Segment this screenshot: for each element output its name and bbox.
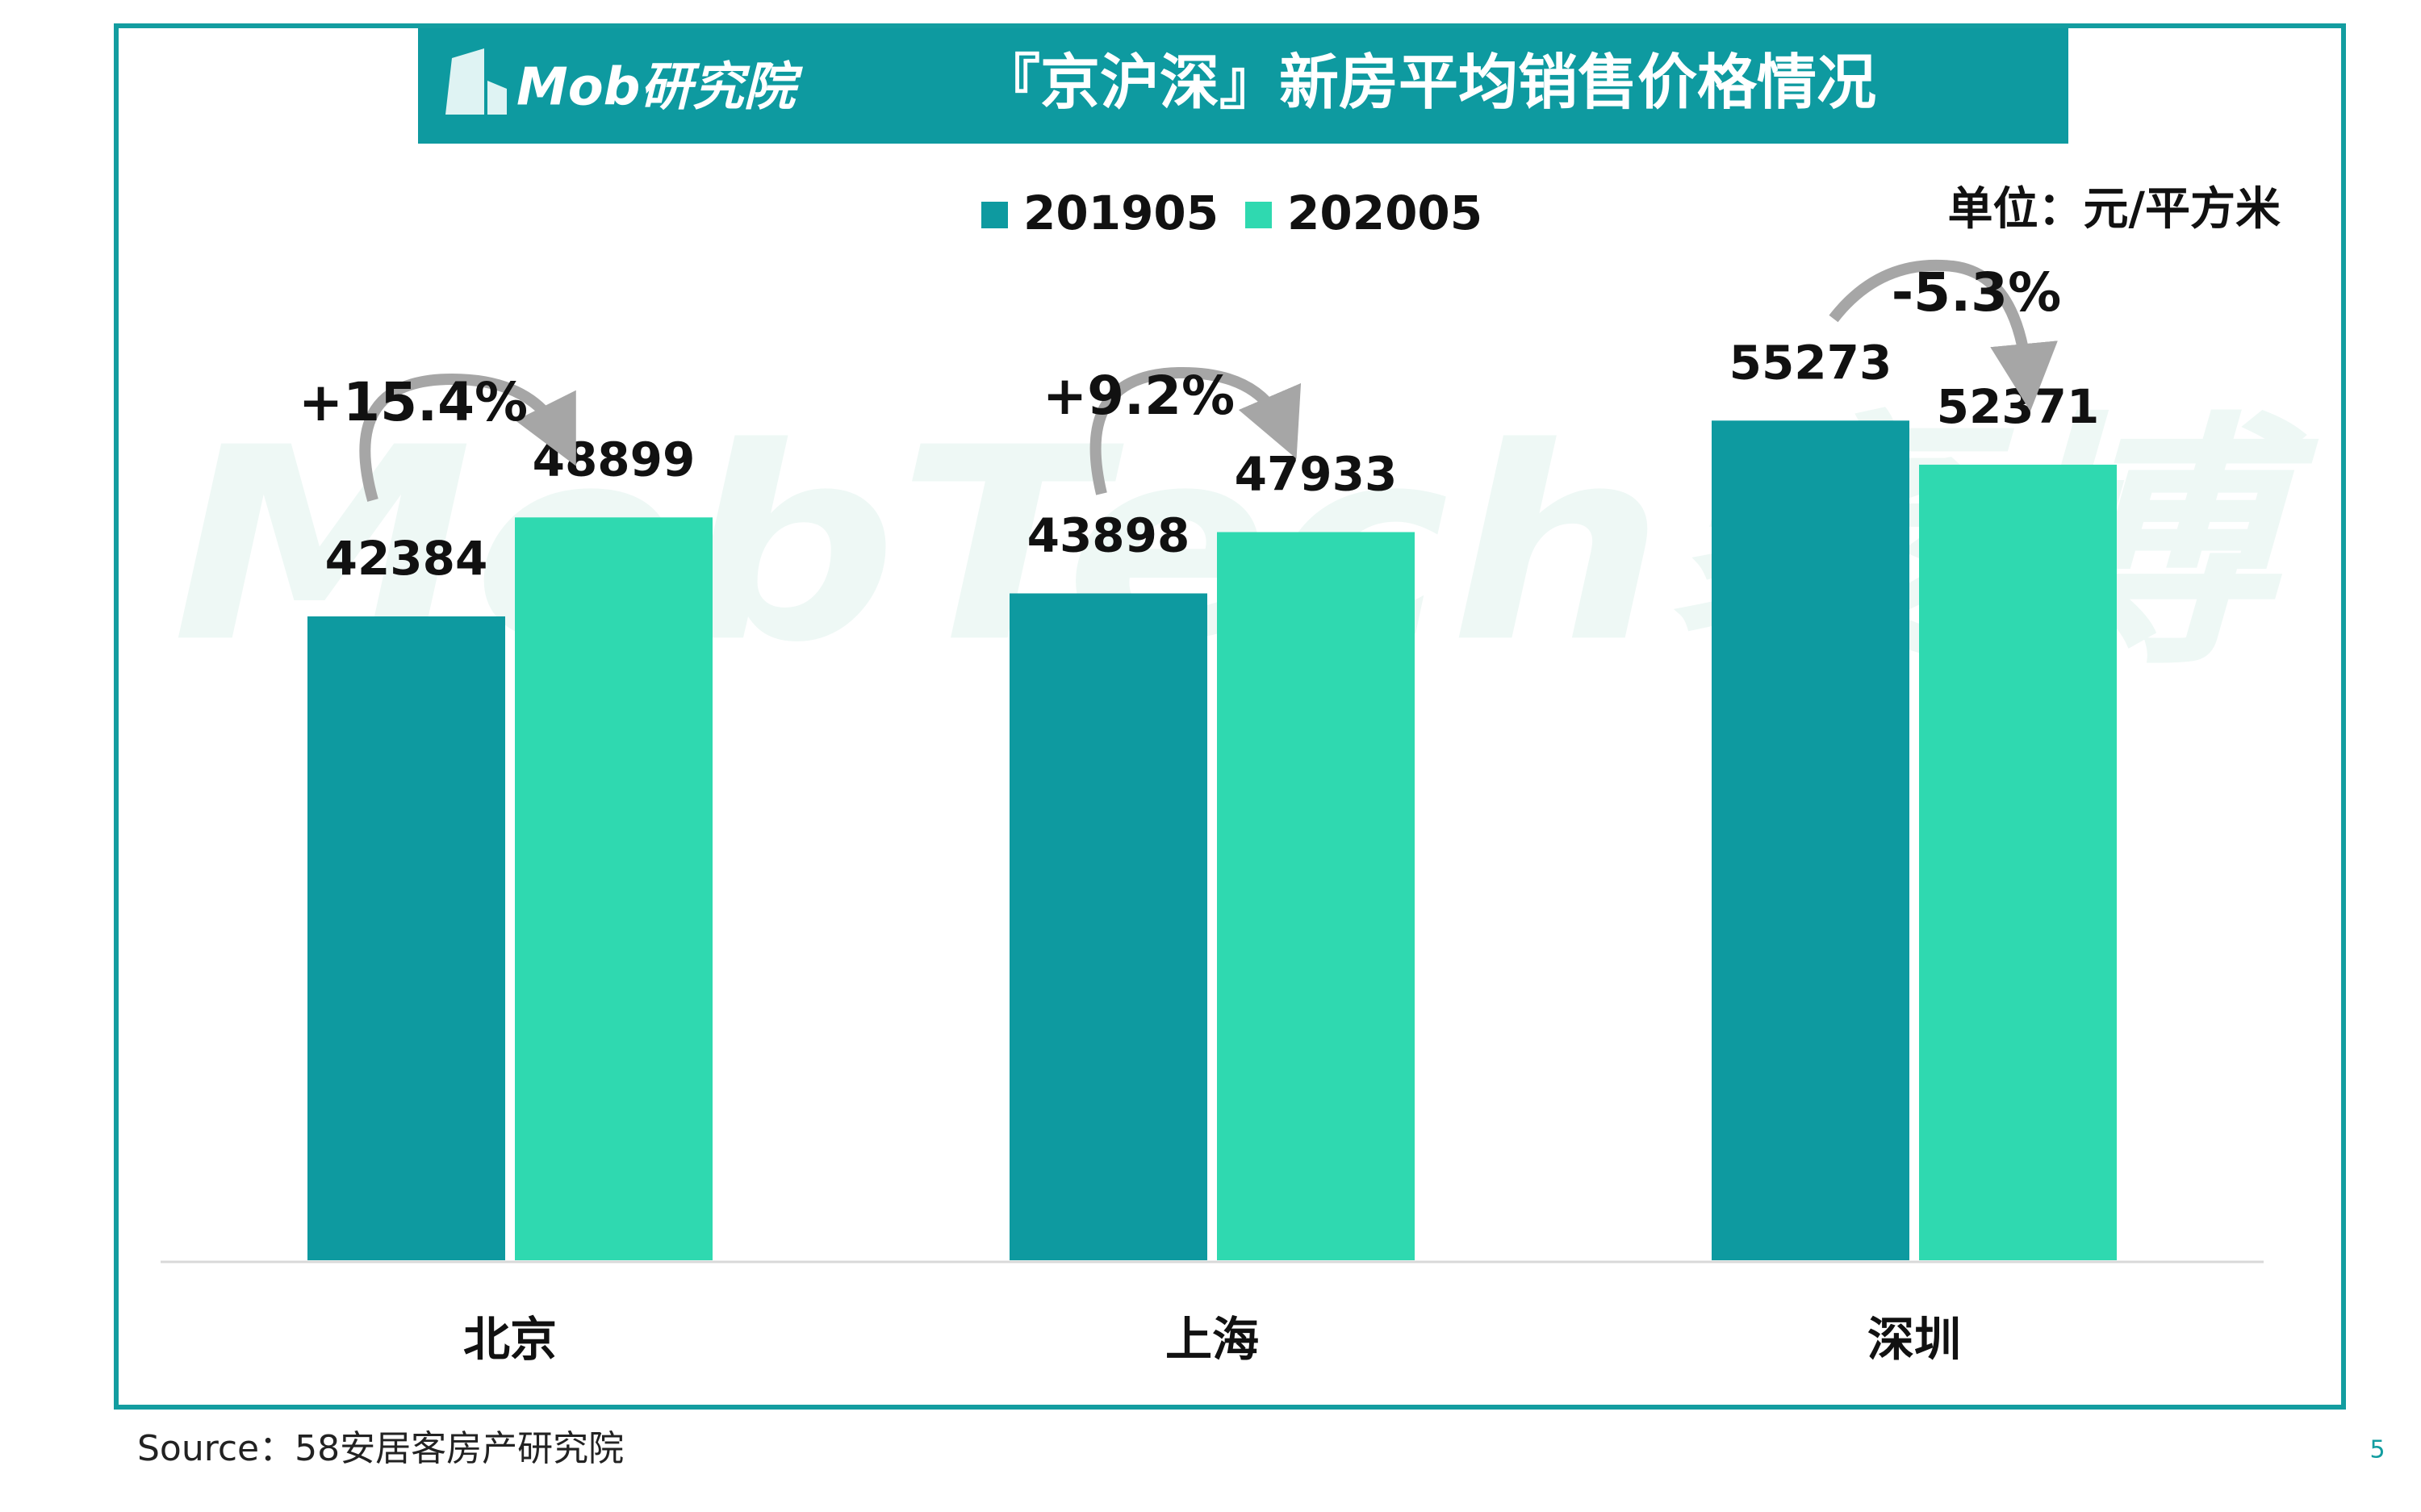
growth-annotation: -5.3% <box>1892 261 2061 324</box>
growth-annotation: +15.4% <box>299 371 528 433</box>
growth-arrow <box>1089 366 1302 495</box>
source: Source：58安居客房产研究院 <box>137 1428 624 1469</box>
bar <box>515 517 713 1260</box>
page-number: 5 <box>2369 1436 2385 1464</box>
bar <box>1919 464 2117 1260</box>
growth-arrow <box>1829 259 2058 411</box>
chart-title: 『京沪深』新房平均销售价格情况 <box>981 48 1876 118</box>
value-label: 48899 <box>533 432 696 487</box>
value-label: 42384 <box>325 531 488 586</box>
bar <box>307 616 505 1260</box>
bar <box>1217 532 1415 1260</box>
x-tick-label: 上海 <box>1165 1312 1259 1367</box>
title-banner <box>418 28 2068 144</box>
value-label: 52371 <box>1937 379 2100 434</box>
logo-text: Mob研究院 <box>516 58 803 118</box>
bar <box>1010 593 1207 1260</box>
legend-label: 202005 <box>1287 186 1482 240</box>
value-label: 55273 <box>1729 335 1892 390</box>
legend-swatch <box>981 202 1008 228</box>
value-label: 47933 <box>1235 447 1398 502</box>
growth-annotation: +9.2% <box>1043 365 1235 427</box>
legend-swatch <box>1245 202 1272 228</box>
x-tick-label: 深圳 <box>1867 1312 1961 1367</box>
value-label: 43898 <box>1027 508 1190 563</box>
logo-icon <box>445 48 507 115</box>
bar <box>1712 420 1909 1261</box>
growth-arrow <box>359 373 576 502</box>
unit-label: 单位：元/平方米 <box>1948 183 2281 236</box>
x-tick-label: 北京 <box>463 1312 557 1367</box>
legend-label: 201905 <box>1023 186 1219 240</box>
frame <box>114 23 2346 1410</box>
